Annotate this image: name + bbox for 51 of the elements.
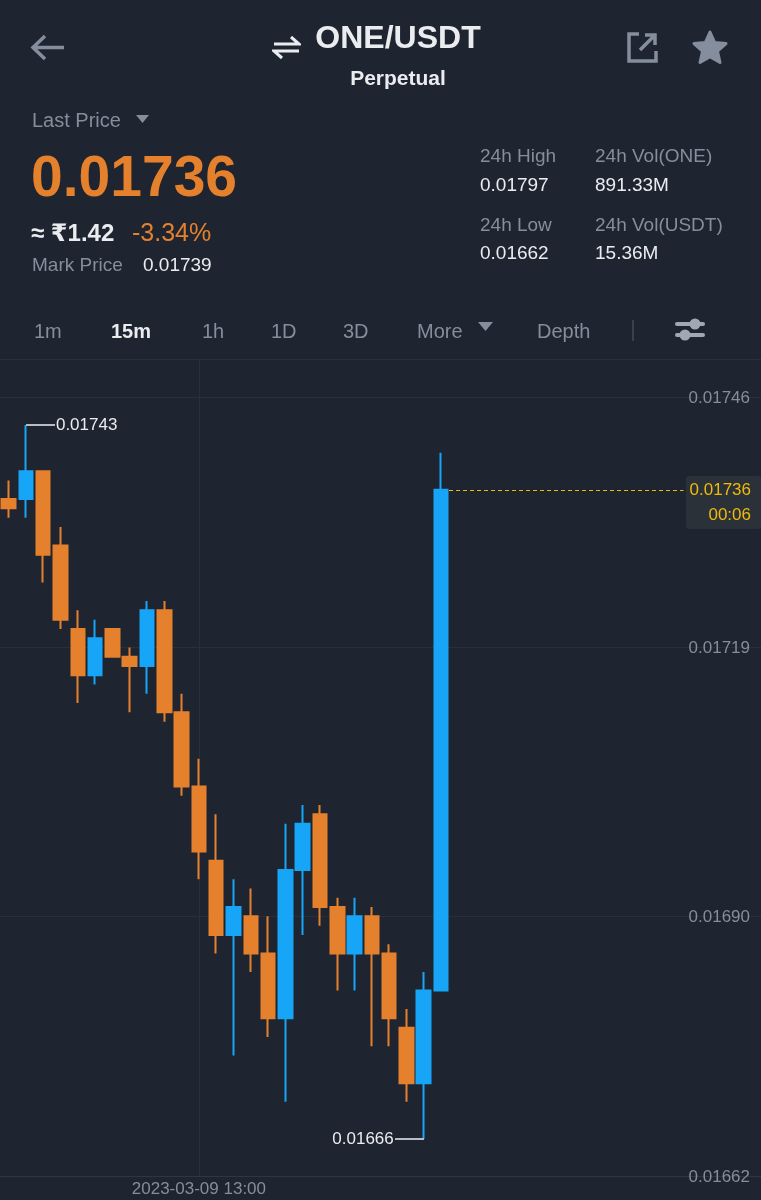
text: 24h Vol(USDT) bbox=[595, 212, 723, 236]
text: 24h Vol(ONE) bbox=[595, 143, 713, 167]
candlestick bbox=[139, 600, 155, 695]
chart-subtitle: Perpetual bbox=[350, 64, 446, 90]
x-tick-label: 2023-03-09 13:00 bbox=[131, 1179, 267, 1198]
text: 24h High bbox=[480, 143, 557, 167]
candlestick bbox=[191, 757, 207, 881]
text: -3.34% bbox=[132, 217, 212, 247]
text: 24h Low bbox=[480, 212, 552, 236]
candlestick bbox=[18, 423, 34, 519]
text: ≈ ₹1.42 bbox=[31, 217, 115, 247]
candlestick bbox=[225, 878, 242, 1057]
candlestick bbox=[433, 451, 449, 992]
y-tick-label: 0.01662 bbox=[688, 1166, 750, 1186]
text: 891.33M bbox=[595, 172, 669, 196]
candlestick bbox=[260, 915, 276, 1038]
text: 0.01739 bbox=[143, 252, 212, 276]
text: More bbox=[417, 319, 463, 343]
candlestick bbox=[364, 906, 380, 1048]
text: Depth bbox=[537, 319, 591, 343]
annotation: 0.01743 bbox=[55, 414, 118, 435]
candlestick bbox=[52, 525, 69, 630]
candlestick bbox=[398, 1008, 415, 1103]
candlestick bbox=[415, 971, 432, 1140]
text: 0.01797 bbox=[480, 172, 549, 196]
y-tick-label: 0.01719 bbox=[688, 637, 750, 657]
text: 3D bbox=[343, 319, 369, 343]
candlestick bbox=[346, 896, 363, 992]
chart-title: ONE/USDT bbox=[315, 18, 481, 56]
text: 15m bbox=[111, 319, 152, 343]
text: Mark Price bbox=[32, 252, 123, 276]
candlestick bbox=[329, 896, 346, 992]
candlestick bbox=[35, 470, 51, 584]
text: 15.36M bbox=[595, 240, 659, 264]
candlestick bbox=[87, 618, 103, 686]
text: 1h bbox=[202, 319, 225, 343]
candlestick bbox=[208, 813, 224, 955]
candlestick bbox=[312, 804, 328, 927]
text: Last Price bbox=[32, 108, 121, 132]
text: 0.01662 bbox=[480, 240, 549, 264]
y-tick-label: 0.01690 bbox=[688, 906, 750, 926]
annotation: 0.01666 bbox=[332, 1128, 394, 1149]
candlestick bbox=[243, 887, 259, 973]
candlestick bbox=[70, 609, 86, 705]
text: 1m bbox=[34, 319, 62, 343]
candlestick bbox=[0, 479, 17, 519]
y-tick-label: 0.01746 bbox=[688, 387, 750, 407]
ref-line-label: 0.01736 00:06 bbox=[685, 475, 761, 529]
text: 1D bbox=[271, 319, 297, 343]
text: 0.01736 bbox=[31, 143, 238, 210]
candlestick bbox=[381, 943, 397, 1048]
